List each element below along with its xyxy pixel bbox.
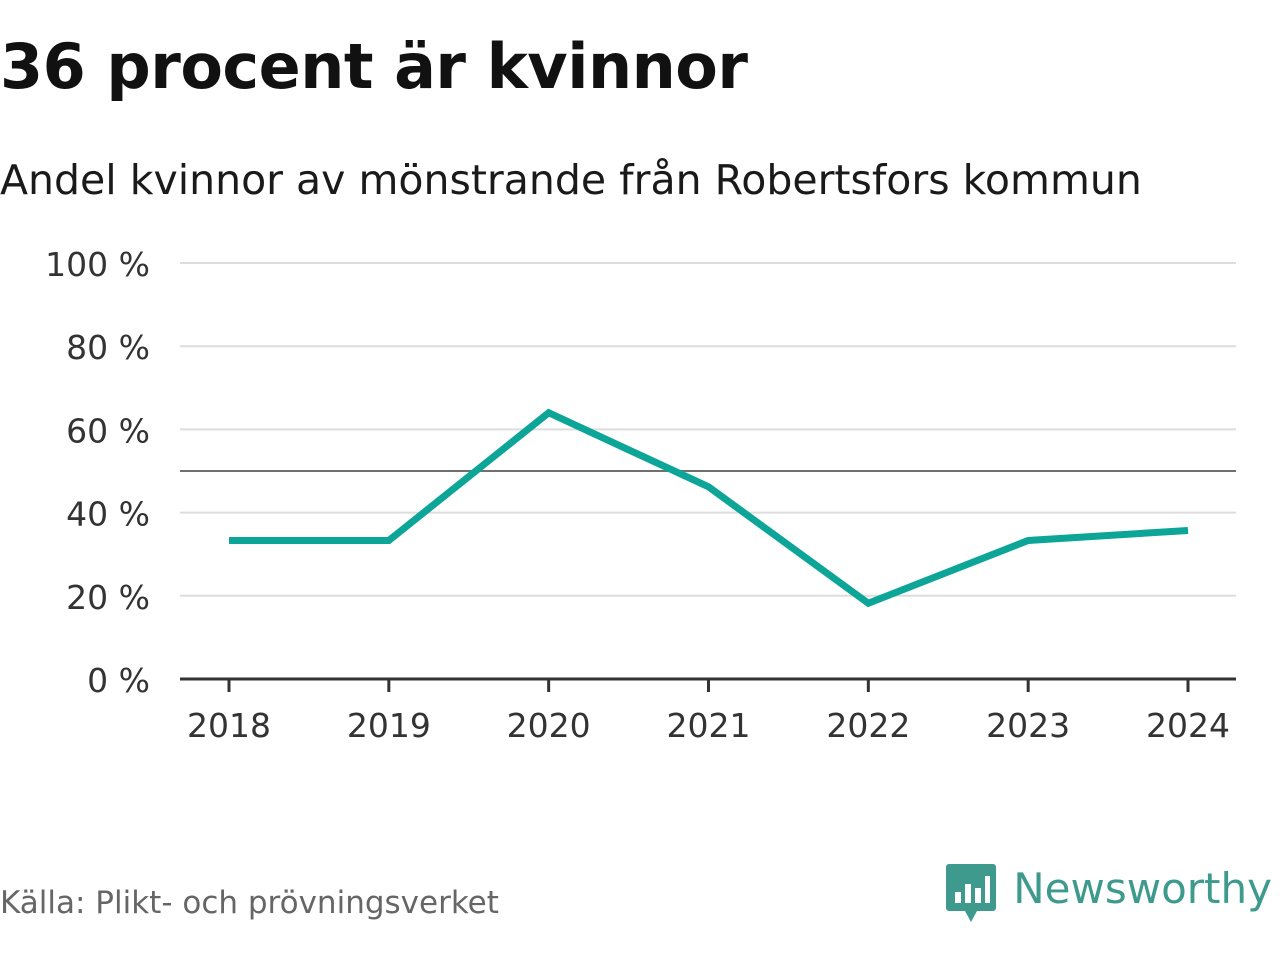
bar-chart-speech-bubble-icon — [946, 864, 997, 922]
series-group — [229, 408, 1189, 608]
x-axis-labels: 2018 2019 2020 2021 2022 2023 2024 — [187, 706, 1230, 745]
x-tick-label: 2020 — [507, 706, 591, 745]
y-tick-label: 80 % — [66, 328, 150, 367]
source-note: Källa: Plikt- och prövningsverket — [0, 885, 499, 921]
y-tick-label: 60 % — [66, 411, 150, 450]
x-tick-label: 2024 — [1146, 706, 1230, 745]
chart-subtitle: Andel kvinnor av mönstrande från Roberts… — [0, 156, 1142, 204]
brand-logo: Newsworthy — [945, 862, 1272, 926]
brand-name: Newsworthy — [1013, 864, 1272, 913]
x-tick-label: 2018 — [187, 706, 271, 745]
x-tick-label: 2022 — [826, 706, 910, 745]
y-axis-labels: 0 % 20 % 40 % 60 % 80 % 100 % — [45, 245, 150, 700]
chart-title: 36 procent är kvinnor — [0, 30, 748, 103]
gridlines — [180, 262, 1236, 597]
series-line — [229, 408, 1189, 608]
x-axis — [180, 677, 1236, 692]
x-tick-label: 2021 — [667, 706, 751, 745]
x-tick-label: 2023 — [986, 706, 1070, 745]
y-tick-label: 20 % — [66, 578, 150, 617]
y-tick-label: 100 % — [45, 245, 150, 284]
y-tick-label: 40 % — [66, 495, 150, 534]
x-tick-label: 2019 — [347, 706, 431, 745]
y-tick-label: 0 % — [87, 661, 150, 700]
